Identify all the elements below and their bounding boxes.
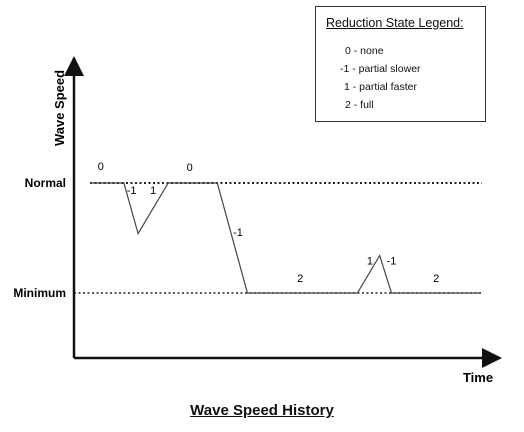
chart-title: Wave Speed History: [190, 402, 334, 419]
state-annotation-7: -1: [387, 255, 397, 267]
state-annotation-5: 2: [297, 273, 303, 285]
state-annotation-2: 1: [150, 185, 156, 197]
state-annotation-1: -1: [127, 185, 137, 197]
y-axis-label: Wave Speed: [52, 70, 67, 146]
minimum-level-label: Minimum: [13, 286, 66, 300]
legend-entry-full: 2 - full: [345, 99, 374, 111]
wave-speed-series-line: [90, 182, 480, 294]
state-annotation-8: 2: [433, 273, 439, 285]
state-annotation-4: -1: [233, 227, 243, 239]
x-axis-label: Time: [463, 370, 493, 385]
legend-entry-partial-faster: 1 - partial faster: [344, 81, 417, 93]
legend-entry-none: 0 - none: [345, 45, 384, 57]
normal-level-label: Normal: [25, 176, 66, 190]
legend: Reduction State Legend: 0 - none -1 - pa…: [315, 6, 486, 122]
state-annotation-6: 1: [367, 255, 373, 267]
legend-title: Reduction State Legend:: [326, 16, 464, 30]
state-annotation-3: 0: [187, 162, 193, 174]
state-annotation-0: 0: [98, 161, 104, 173]
legend-entry-partial-slower: -1 - partial slower: [340, 63, 421, 75]
